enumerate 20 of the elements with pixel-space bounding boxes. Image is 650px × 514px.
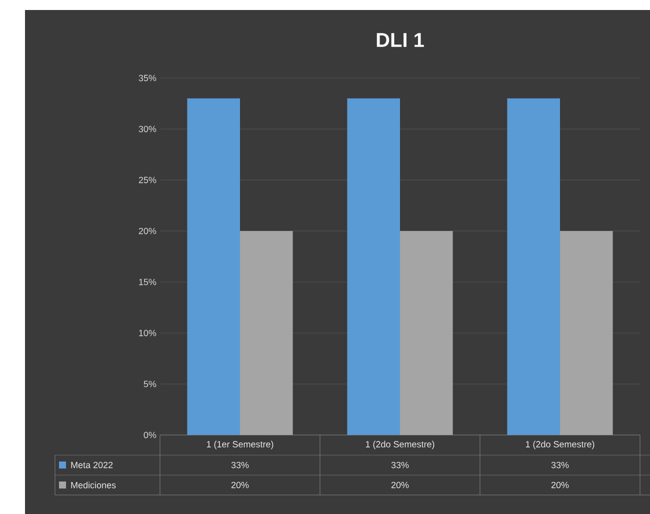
data-label: 20% <box>551 482 569 488</box>
y-tick-label: 35% <box>138 74 156 82</box>
y-tick-label: 5% <box>144 380 156 388</box>
y-tick-label: 20% <box>138 228 156 234</box>
data-label: 20% <box>231 482 249 488</box>
chart-title: DLI 1 <box>376 33 424 47</box>
data-label: 33% <box>391 462 409 468</box>
y-tick-label: 25% <box>138 176 156 184</box>
x-tick-label: 1 (2do Semestre) <box>526 440 594 450</box>
y-tick-label: 30% <box>138 126 156 132</box>
x-tick-label: 1 (2do Semestre) <box>366 440 434 450</box>
data-label: 20% <box>391 482 409 488</box>
data-label: 33% <box>551 462 569 468</box>
data-label: 33% <box>231 462 249 468</box>
y-tick-label: 0% <box>144 432 156 438</box>
x-tick-label: 1 (1er Semestre) <box>206 440 274 450</box>
legend-label: Meta 2022 <box>71 462 113 468</box>
legend-label: Mediciones <box>71 482 116 488</box>
y-tick-label: 10% <box>139 330 156 336</box>
y-tick-label: 15% <box>139 278 156 286</box>
